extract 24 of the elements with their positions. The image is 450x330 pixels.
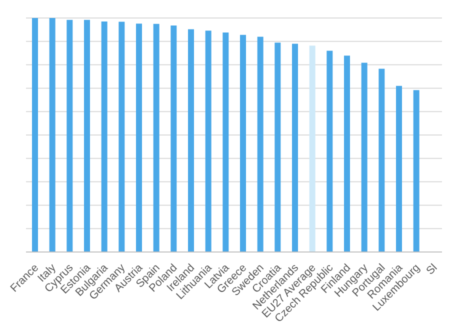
bar (49, 18, 56, 252)
x-tick-label: Sl (424, 262, 440, 278)
bar (344, 56, 350, 252)
bar (326, 50, 333, 252)
bar (101, 22, 108, 252)
bar (413, 90, 420, 252)
bar (274, 42, 281, 252)
bar (118, 22, 125, 252)
bar (205, 30, 212, 252)
bar (292, 44, 298, 252)
bar (361, 62, 368, 252)
bar (257, 36, 264, 252)
bar (188, 29, 194, 252)
bar (240, 34, 246, 252)
bar (32, 18, 38, 252)
bar (84, 20, 90, 252)
bar (222, 32, 229, 252)
bar (136, 24, 142, 252)
bar (153, 24, 160, 252)
bar (170, 25, 177, 252)
bar (309, 46, 316, 252)
bar (66, 20, 73, 252)
bar (378, 68, 385, 252)
bar (396, 86, 402, 252)
